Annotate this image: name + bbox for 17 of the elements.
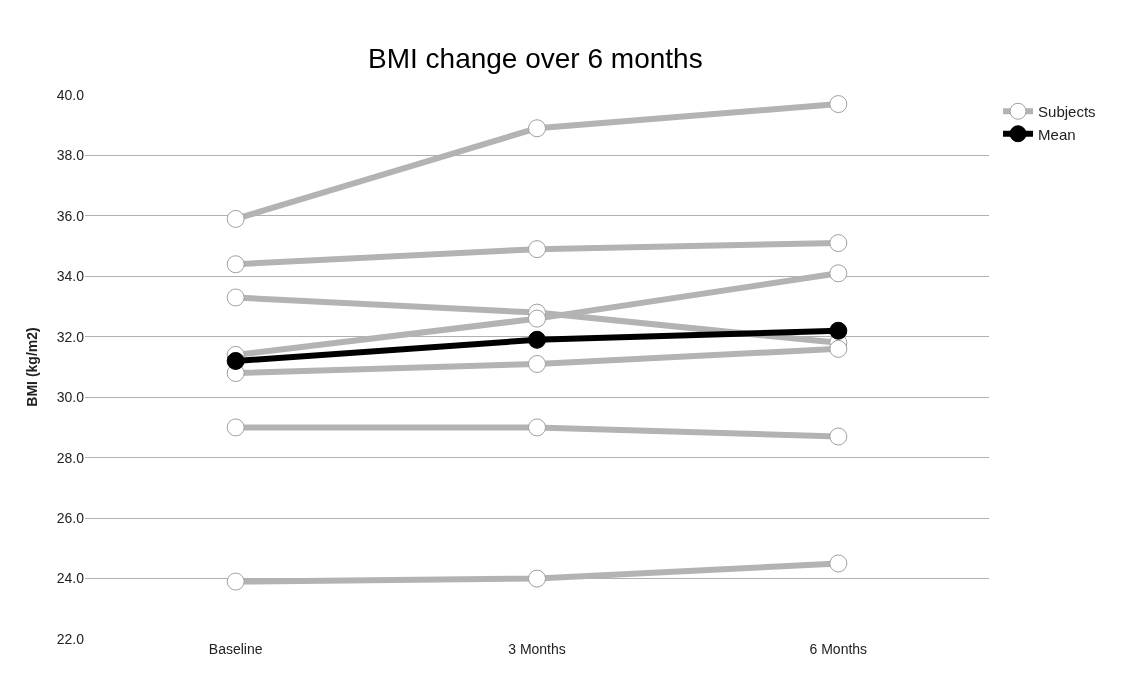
legend-label: Mean xyxy=(1038,125,1076,143)
y-tick-label: 40.0 xyxy=(56,86,85,103)
y-tick-label: 36.0 xyxy=(56,207,85,224)
y-tick-label: 32.0 xyxy=(56,328,85,345)
y-tick-label: 28.0 xyxy=(56,449,85,466)
y-tick-label: 30.0 xyxy=(56,389,85,406)
chart-title: BMI change over 6 months xyxy=(368,42,703,74)
y-tick-label: 24.0 xyxy=(56,570,85,587)
y-tick-label: 34.0 xyxy=(56,268,85,285)
y-tick-label: 38.0 xyxy=(56,147,85,164)
x-tick-label: 6 Months xyxy=(809,641,868,657)
y-tick-label: 26.0 xyxy=(56,510,85,527)
y-axis-title: BMI (kg/m2) xyxy=(24,327,41,407)
legend-label: Subjects xyxy=(1038,103,1096,121)
y-tick-label: 22.0 xyxy=(56,630,85,647)
x-tick-label: 3 Months xyxy=(508,641,566,657)
x-tick-label: Baseline xyxy=(208,641,263,657)
